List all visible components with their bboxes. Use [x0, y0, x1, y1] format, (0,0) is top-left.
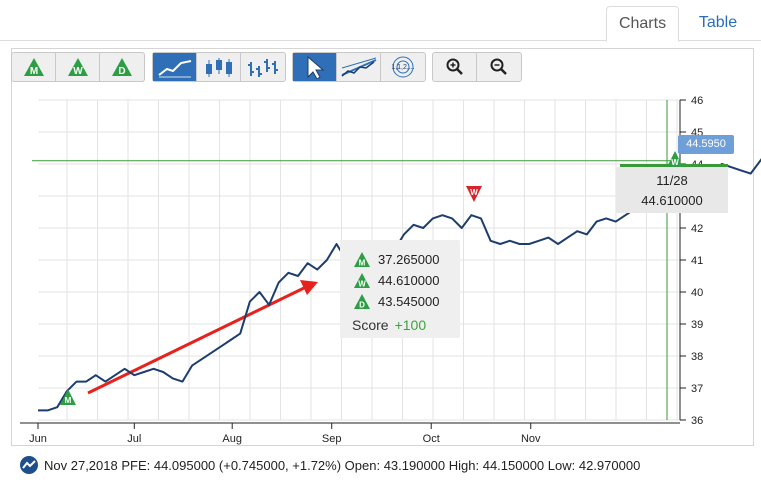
y-tick-label: 39 — [691, 319, 703, 331]
x-tick-label: Oct — [423, 433, 440, 445]
weekly-signal-value: 44.610000 — [378, 272, 440, 288]
signal-marker-m-buy: M — [60, 389, 76, 405]
daily-signal-button[interactable]: D — [100, 53, 144, 81]
x-tick-label: Jul — [127, 433, 141, 445]
line-chart-button[interactable] — [153, 53, 197, 81]
candlestick-chart-icon — [205, 58, 232, 77]
weekly-signal-icon: W — [354, 272, 370, 288]
marker-shape — [466, 186, 482, 202]
marker-letter: W — [671, 158, 679, 167]
drawing-tools-group: 1,1,2,... — [292, 52, 426, 82]
signals-tooltip: M 37.265000 W 44.610000 D 43.545000 Scor… — [340, 240, 460, 338]
chart-type-group — [152, 52, 286, 82]
x-axis: Jun Jul Aug Sep Oct Nov — [20, 422, 680, 445]
monthly-signal-button[interactable]: M — [12, 53, 56, 81]
crosshair-value: 44.610000 — [641, 193, 703, 208]
fibonacci-icon: 1,1,2,... — [391, 56, 415, 78]
signal-marker-w-buy: W — [667, 151, 683, 167]
marker-letter: M — [65, 396, 72, 405]
chart-panel — [11, 48, 754, 446]
y-tick-label: 38 — [691, 351, 703, 363]
tabs-divider — [0, 40, 761, 41]
x-tick-label: Nov — [521, 433, 541, 445]
zoom-out-button[interactable] — [477, 53, 521, 81]
score-line: Score +100 — [352, 317, 426, 333]
zoom-out-icon — [490, 58, 507, 75]
monthly-signal-icon: M — [354, 251, 370, 267]
ohlc-chart-icon — [248, 59, 278, 77]
signal-toggle-group: M W D — [11, 52, 145, 82]
monthly-signal-letter: M — [29, 66, 37, 77]
marker-shape — [60, 389, 76, 405]
price-series — [38, 158, 761, 412]
zoom-group — [432, 52, 522, 82]
price-line — [38, 158, 761, 412]
fibonacci-tool-button[interactable]: 1,1,2,... — [381, 53, 425, 81]
line-chart-icon — [157, 60, 191, 78]
quote-status-bar: Nov 27,2018 PFE: 44.095000 (+0.745000, +… — [20, 454, 640, 476]
signal-row-monthly: M 37.265000 — [354, 249, 439, 269]
x-tick-label: Sep — [322, 433, 342, 445]
signal-row-letter: D — [359, 300, 365, 309]
marker-shape — [667, 151, 683, 167]
y-tick-label: 46 — [691, 95, 703, 107]
signal-row-letter: M — [359, 258, 366, 267]
current-price-tag: 44.5950 — [678, 135, 734, 154]
pointer-tool-button[interactable] — [293, 53, 337, 81]
candlestick-chart-button[interactable] — [197, 53, 241, 81]
x-tick-label: Aug — [222, 433, 242, 445]
signal-row-letter: W — [358, 279, 366, 288]
quote-summary: Nov 27,2018 PFE: 44.095000 (+0.745000, +… — [44, 457, 641, 473]
daily-signal-icon: D — [112, 58, 132, 77]
zoom-in-button[interactable] — [433, 53, 477, 81]
y-tick-label: 40 — [691, 287, 703, 299]
pointer-icon — [307, 55, 324, 79]
signal-marker-w-sell: W — [466, 186, 482, 202]
fibonacci-label: 1,1,2,... — [391, 64, 414, 71]
trendline-icon — [341, 57, 376, 77]
chart-logo-icon — [20, 456, 38, 474]
signal-row-daily: D 43.545000 — [354, 291, 439, 311]
zoom-in-icon — [446, 58, 463, 75]
arrow-head — [300, 280, 318, 295]
signal-markers: M W W — [60, 151, 728, 405]
view-tabs: Charts Table — [0, 0, 761, 42]
crosshair-readout: 11/28 44.610000 — [616, 167, 728, 213]
tab-charts[interactable]: Charts — [606, 6, 679, 42]
weekly-signal-button[interactable]: W — [56, 53, 100, 81]
crosshair-date: 11/28 — [656, 173, 688, 188]
x-tick-label: Jun — [29, 433, 47, 445]
signal-row-weekly: W 44.610000 — [354, 270, 439, 290]
daily-signal-letter: D — [118, 66, 125, 77]
weekly-signal-letter: W — [73, 66, 83, 77]
y-tick-label: 42 — [691, 223, 703, 235]
score-label: Score — [352, 317, 389, 333]
weekly-signal-icon: W — [67, 58, 88, 77]
ohlc-chart-button[interactable] — [241, 53, 285, 81]
trendline-tool-button[interactable] — [337, 53, 381, 81]
marker-letter: W — [470, 188, 478, 197]
score-value: +100 — [394, 317, 427, 333]
y-tick-label: 41 — [691, 255, 703, 267]
arrow-shaft — [87, 286, 305, 395]
monthly-signal-icon: M — [23, 58, 44, 77]
trend-arrow — [87, 280, 318, 395]
y-tick-label: 37 — [691, 383, 703, 395]
monthly-signal-value: 37.265000 — [378, 251, 440, 267]
daily-signal-value: 43.545000 — [378, 293, 440, 309]
daily-signal-icon: D — [354, 293, 370, 309]
tab-table[interactable]: Table — [698, 14, 738, 31]
y-tick-label: 36 — [691, 415, 703, 427]
